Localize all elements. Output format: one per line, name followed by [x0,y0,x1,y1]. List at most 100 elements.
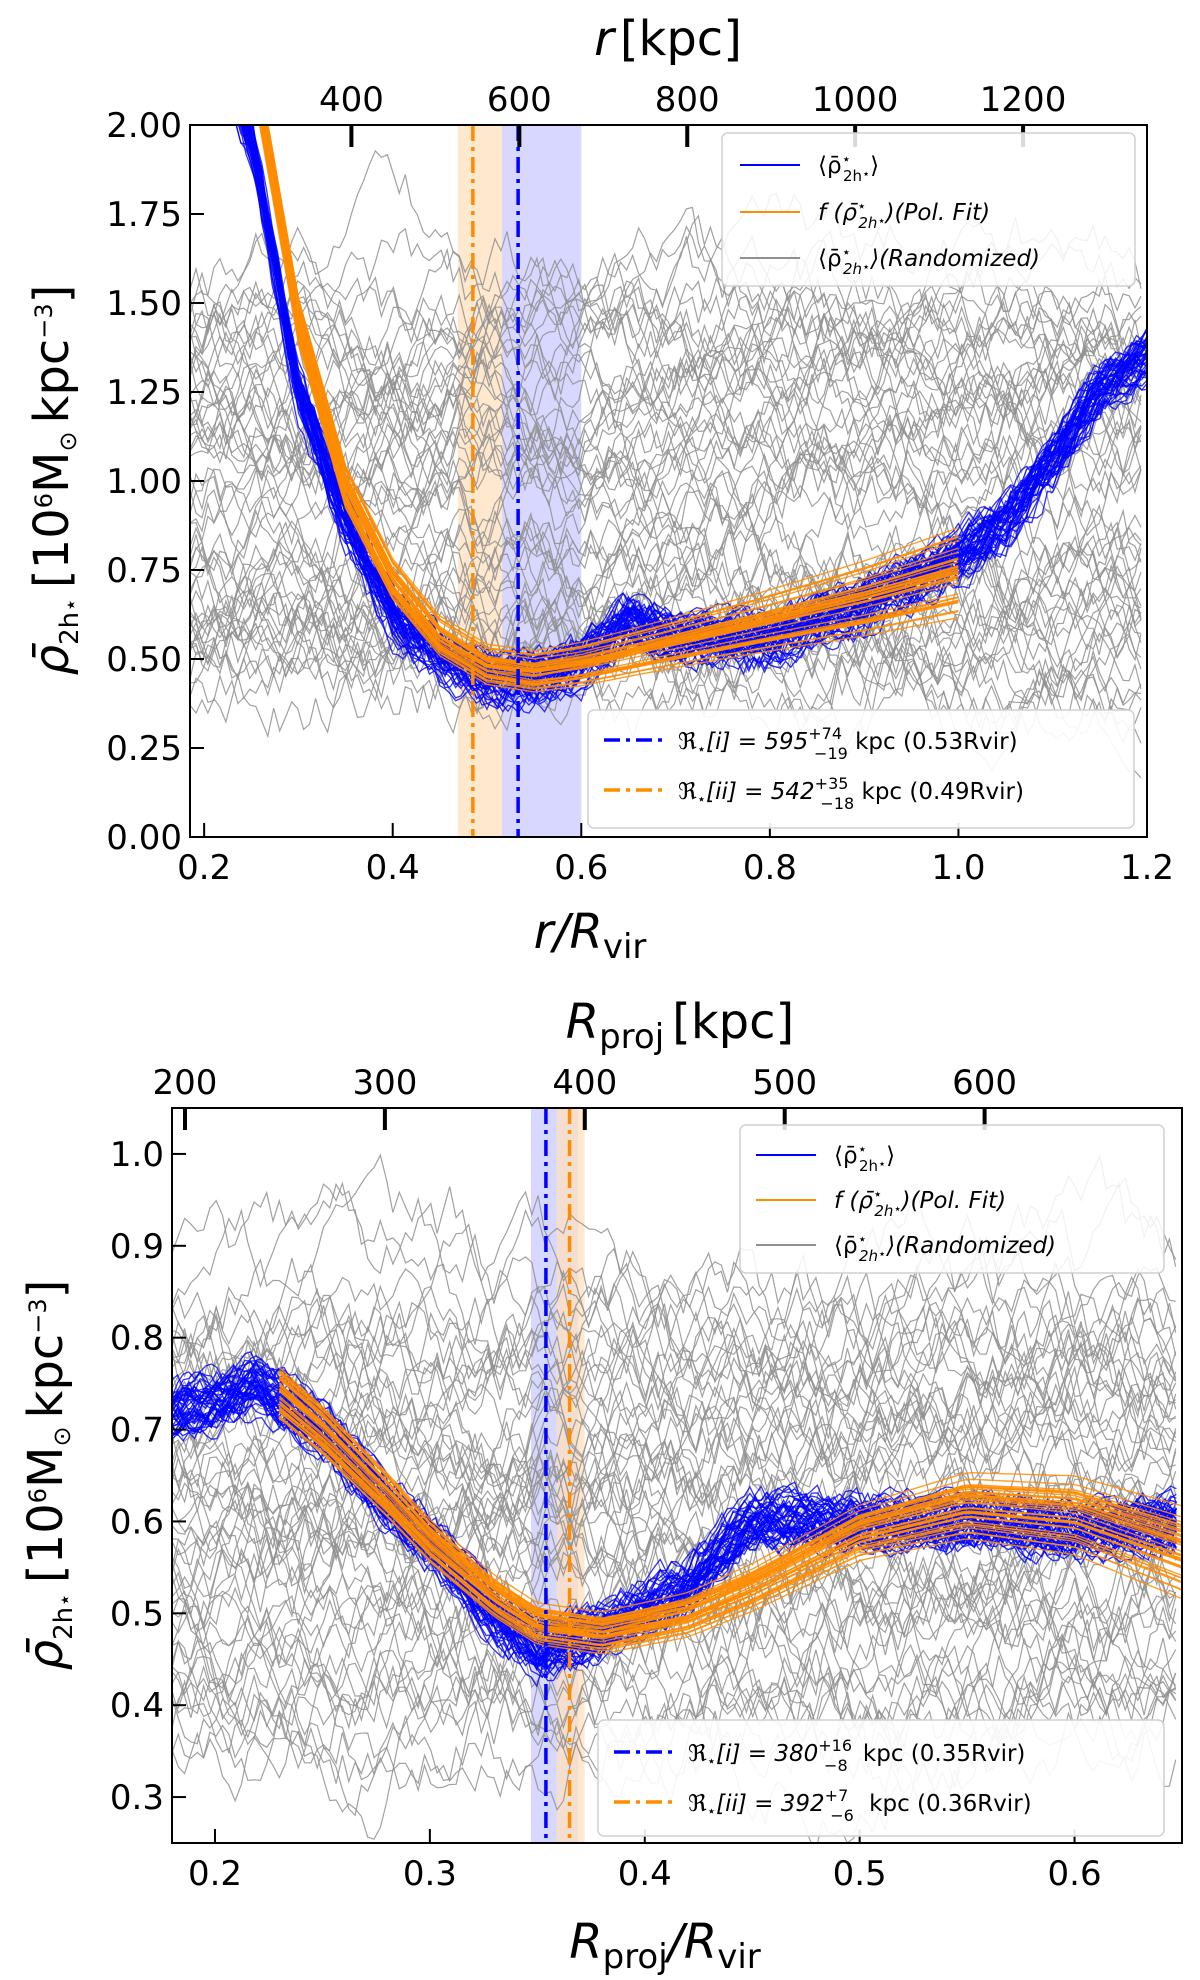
bot-random-line [172,1480,1177,1697]
top-x-axis-title: r/Rvir [534,904,647,967]
bot-y-tick-label: 0.6 [110,1502,164,1542]
top-legend: ⟨ρ̄⋆ 2h⋆⟩ f (ρ̄⋆ 2h⋆)(Pol. Fit) ⟨ρ̄⋆ 2h⋆⟩(R… [721,132,1136,287]
bottom-marker-label-i: ℜ⋆[i] = 380+16 −8 kpc (0.35Rvir) [688,1736,1025,1775]
bot-random-line [172,1275,1177,1482]
top-x-tick-label: 1.0 [931,848,985,888]
top-marker-legend-box [587,709,1135,829]
top-chart: 0.2 0.4 0.6 0.8 1.0 1.2 0.00 0.25 0.50 0.75 1.00 1.… [24,11,1174,967]
bot-random-line [172,1530,1177,1727]
top-x2-tick-label: 1200 [980,80,1067,120]
bot-random-line [172,1312,1176,1476]
top-y-axis-title: ρ̄2h⋆[106M⊙kpc−3] [24,285,85,676]
bot-random-line [172,1255,1177,1453]
bot-x-tick-label: 0.3 [403,1854,457,1894]
top-x2-tick-label: 400 [319,80,384,120]
top-fit-line [267,125,959,660]
bot-fit-line [278,1375,1182,1625]
bot-y-tick-label: 0.3 [110,1778,164,1818]
bottom-legend-label-random: ⟨ρ̄⋆ 2h⋆⟩(Randomized) [834,1230,1056,1265]
bot-x-tick-label: 0.5 [833,1854,887,1894]
bot-random-line [172,1380,1177,1566]
bot-y-tick-label: 0.8 [110,1319,164,1359]
top-random-line [190,526,1142,689]
bot-x-tick-label: 0.6 [1048,1854,1102,1894]
top-x-tick-label: 1.2 [1120,848,1174,888]
top-fit-line [260,125,959,673]
bottom-legend-box [739,1124,1165,1274]
bottom-legend: ⟨ρ̄⋆ 2h⋆⟩ f (ρ̄⋆ 2h⋆)(Pol. Fit) ⟨ρ̄⋆ 2h⋆⟩(R… [739,1124,1165,1274]
bot-x2-tick-label: 400 [552,1063,617,1103]
top-random-line [190,305,1142,496]
bot-fit-line [278,1417,1182,1649]
bot-fit-line [278,1411,1182,1647]
bot-y-tick-label: 0.9 [110,1227,164,1267]
top-x-tick-label: 0.2 [177,848,231,888]
bot-x-tick-label: 0.4 [618,1854,672,1894]
top-random-line [190,251,1142,376]
bottom-y-axis-title: ρ̄2h⋆[106M⊙kpc−3] [18,1280,79,1671]
top-fit-line [259,125,959,678]
top-fit-line [265,125,959,666]
top-random-line [190,230,1142,397]
top-y-tick-label: 2.00 [106,106,182,146]
top-legend-label-random: ⟨ρ̄⋆ 2h⋆⟩(Randomized) [818,243,1040,278]
bot-random-line [172,1484,1177,1698]
top-mean-series [235,125,1147,714]
top-fit-line [264,125,959,668]
top-y-tick-label: 1.75 [106,195,182,235]
top-fit-line [267,125,959,652]
bot-random-line [172,1153,1177,1412]
bot-mean-line [172,1350,1178,1643]
bot-random-line [172,1470,1177,1651]
bottom-x2-axis-title: Rproj [kpc] [566,994,795,1057]
bot-x-tick-label: 0.2 [188,1854,242,1894]
top-random-line [190,521,1142,680]
top-y-tick-label: 1.25 [106,373,182,413]
bottom-chart: 0.2 0.3 0.4 0.5 0.6 0.3 0.4 0.5 0.6 0.7 0.8 0.9 1.0 2… [18,994,1183,1977]
bot-random-line [172,1302,1176,1495]
bot-random-line [172,1253,1177,1463]
bot-random-line [172,1340,1177,1529]
bottom-plot-frame [171,1107,1183,1844]
bot-random-line [172,1382,1177,1522]
top-random-line [190,272,1142,464]
bot-x2-tick-label: 200 [153,1063,218,1103]
bot-fit-line [278,1401,1182,1637]
top-fit-line [262,125,959,673]
top-band-1 [457,125,503,837]
top-band-0 [502,125,582,837]
top-legend-label-fit: f (ρ̄⋆ 2h⋆)(Pol. Fit) [818,197,990,232]
top-random-line [190,529,1142,722]
top-random-line [190,299,1142,475]
bottom-marker-label-ii: ℜ⋆[ii] = 392+7 −6 kpc (0.36Rvir) [688,1786,1032,1825]
bot-fit-line [278,1382,1182,1634]
top-x-tick-label: 0.4 [366,848,420,888]
bot-y-tick-label: 0.4 [110,1686,164,1726]
bot-random-line [172,1441,1177,1636]
top-x2-tick-label: 1000 [812,80,899,120]
bot-fit-line [278,1369,1182,1613]
top-y-tick-label: 0.25 [106,729,182,769]
bot-x2-tick-label: 300 [352,1063,417,1103]
top-marker-label-ii: ℜ⋆[ii] = 542+35 −18 kpc (0.49Rvir) [678,774,1024,813]
top-y-tick-label: 0.50 [106,640,182,680]
top-y-tick-label: 0.00 [106,818,182,858]
bot-x2-tick-label: 600 [952,1063,1017,1103]
bot-fit-line [278,1411,1182,1634]
top-legend-box [721,132,1136,287]
bot-fit-line [278,1415,1182,1655]
top-random-line [190,277,1142,491]
top-x-tick-label: 0.6 [554,848,608,888]
top-y-tick-label: 1.50 [106,284,182,324]
top-x-tick-label: 0.8 [743,848,797,888]
bot-fit-line [278,1408,1182,1643]
top-random-line [190,366,1142,505]
top-x2-tick-label: 800 [655,80,720,120]
bot-random-line [172,1293,1177,1437]
top-marker-label-i: ℜ⋆[i] = 595+74 −19 kpc (0.53Rvir) [678,724,1018,763]
top-legend-label-mean: ⟨ρ̄⋆ 2h⋆⟩ [818,150,879,185]
bot-fit-line [278,1367,1182,1622]
bot-y-tick-label: 0.5 [110,1594,164,1634]
top-fit-series [258,125,959,693]
